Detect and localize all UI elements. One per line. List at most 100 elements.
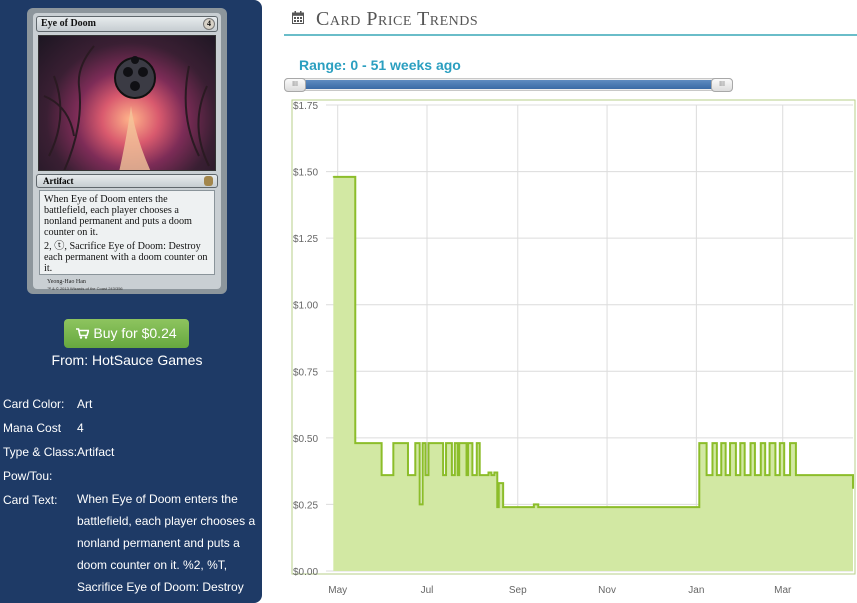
price-point bbox=[416, 442, 418, 444]
mana-cost-symbol: 4 bbox=[203, 18, 215, 30]
y-tick-label: $0.50 bbox=[293, 434, 318, 445]
price-point bbox=[498, 482, 500, 484]
price-point bbox=[442, 474, 444, 476]
card-text-value: When Eye of Doom enters the battlefield,… bbox=[77, 492, 256, 594]
price-point bbox=[332, 176, 334, 178]
card-name: Eye of Doom bbox=[41, 18, 96, 29]
x-tick-label: Jan bbox=[688, 585, 704, 596]
price-point bbox=[445, 442, 447, 444]
price-point bbox=[626, 506, 629, 508]
y-tick-label: $1.00 bbox=[293, 301, 318, 312]
price-point bbox=[467, 442, 469, 444]
price-point bbox=[528, 506, 531, 508]
price-point bbox=[706, 474, 708, 476]
y-tick-label: $1.50 bbox=[293, 168, 318, 179]
price-point bbox=[525, 506, 528, 508]
y-tick-label: $1.25 bbox=[293, 234, 318, 245]
price-point bbox=[789, 442, 791, 444]
price-point bbox=[833, 474, 835, 476]
price-point bbox=[725, 474, 727, 476]
x-tick-label: May bbox=[328, 585, 347, 596]
card-color-value: Art bbox=[77, 397, 93, 411]
price-point bbox=[361, 442, 364, 444]
price-point bbox=[716, 474, 718, 476]
price-area-fill bbox=[333, 176, 853, 571]
card-sidebar: Eye of Doom 4 Artifact When Ey bbox=[0, 0, 262, 603]
type-class-label: Type & Class: bbox=[3, 445, 78, 459]
mana-cost-value: 4 bbox=[77, 421, 84, 435]
price-point bbox=[419, 503, 421, 506]
price-point bbox=[386, 474, 389, 476]
price-point bbox=[850, 474, 853, 476]
price-point bbox=[739, 442, 741, 444]
card-rules-text: When Eye of Doom enters the battlefield,… bbox=[39, 190, 215, 275]
price-point bbox=[381, 474, 383, 476]
set-symbol-icon bbox=[204, 176, 213, 186]
title-divider bbox=[284, 34, 857, 36]
rules-text-ability-1: When Eye of Doom enters the battlefield,… bbox=[44, 194, 192, 238]
price-point bbox=[350, 176, 352, 178]
pow-tou-label: Pow/Tou: bbox=[3, 469, 53, 483]
range-label: Range: 0 - 51 weeks ago bbox=[299, 57, 461, 73]
range-slider-end-handle[interactable]: III bbox=[711, 78, 733, 92]
price-point bbox=[801, 474, 803, 476]
price-point bbox=[394, 442, 396, 444]
seller-name: From: HotSauce Games bbox=[51, 352, 203, 368]
x-tick-label: Jul bbox=[421, 585, 434, 596]
buy-button-label: Buy for $0.24 bbox=[93, 325, 177, 341]
price-point bbox=[457, 474, 459, 476]
price-point bbox=[490, 474, 493, 476]
price-point bbox=[373, 442, 375, 444]
price-point bbox=[606, 506, 608, 508]
price-point bbox=[764, 474, 766, 476]
price-point bbox=[471, 474, 473, 476]
mana-cost-label: Mana Cost bbox=[3, 421, 62, 435]
price-point bbox=[479, 474, 481, 476]
x-tick-label: Nov bbox=[598, 585, 616, 596]
price-point bbox=[517, 506, 519, 508]
price-point bbox=[774, 474, 777, 476]
price-point bbox=[496, 506, 498, 508]
price-point bbox=[454, 442, 456, 444]
price-point bbox=[809, 474, 812, 476]
price-point bbox=[821, 474, 823, 476]
card-artist: Yeong-Hao Han bbox=[47, 279, 86, 285]
price-point bbox=[400, 442, 402, 444]
y-tick-label: $1.75 bbox=[293, 101, 318, 112]
price-point bbox=[698, 442, 700, 444]
price-point bbox=[720, 442, 722, 444]
price-point bbox=[581, 506, 583, 508]
price-point bbox=[695, 506, 697, 508]
price-point bbox=[795, 474, 797, 476]
price-point bbox=[779, 442, 781, 444]
price-point bbox=[544, 506, 547, 508]
price-point bbox=[451, 474, 453, 476]
price-point bbox=[484, 474, 487, 476]
artwork-illustration bbox=[43, 45, 210, 170]
card-copyright: ™ & © 2013 Wizards of the Coast 243/356 bbox=[47, 286, 123, 291]
price-point bbox=[407, 474, 409, 476]
buy-button[interactable]: Buy for $0.24 bbox=[64, 319, 189, 348]
y-tick-label: $0.75 bbox=[293, 367, 318, 378]
price-point bbox=[701, 442, 703, 444]
range-slider[interactable]: III III bbox=[284, 78, 733, 92]
range-slider-start-handle[interactable]: III bbox=[284, 78, 306, 92]
price-point bbox=[711, 442, 714, 444]
card-text-label: Card Text: bbox=[3, 493, 58, 507]
price-point bbox=[436, 442, 438, 444]
price-point bbox=[424, 474, 427, 476]
price-trend-chart: $0.00 $0.25 $0.50 $0.75 $1.00 $1.25 $1.50 $1.75… bbox=[291, 99, 856, 596]
price-point bbox=[461, 442, 463, 444]
price-point bbox=[749, 442, 752, 444]
price-point bbox=[744, 474, 746, 476]
price-point bbox=[392, 442, 394, 444]
price-point bbox=[422, 442, 424, 444]
price-point bbox=[561, 506, 563, 508]
y-tick-label: $0.00 bbox=[293, 567, 318, 578]
price-point bbox=[523, 506, 525, 508]
x-tick-label: Mar bbox=[774, 585, 792, 596]
price-point bbox=[382, 474, 384, 476]
type-class-value: Artifact bbox=[77, 445, 115, 459]
range-slider-fill bbox=[293, 80, 720, 89]
price-point bbox=[754, 474, 756, 476]
